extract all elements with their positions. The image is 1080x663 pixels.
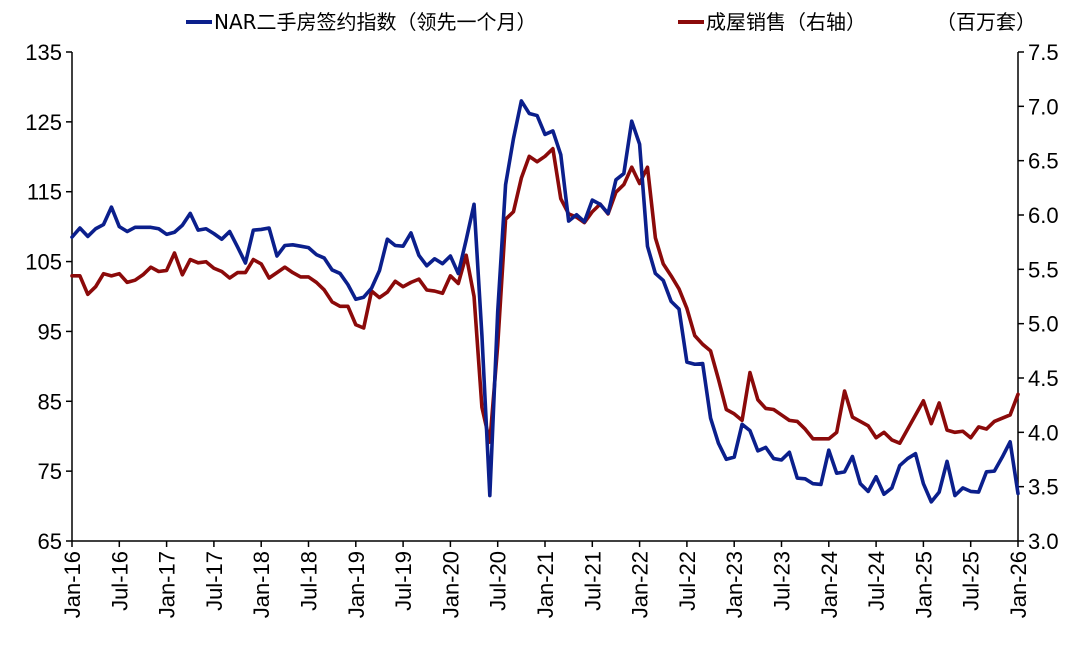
right-axis-tick-label: 7.0 <box>1028 94 1059 119</box>
axes: 65 75 85 95 105 115 125 135 3.0 3.5 4.0 4.5 5.0 5.5 6.… <box>25 40 1058 618</box>
series-line-existing-home-sales <box>70 146 1020 446</box>
right-axis-tick-label: 4.5 <box>1028 366 1059 391</box>
series-line-nar-index <box>70 99 1020 504</box>
right-axis-tick-label: 6.0 <box>1028 203 1059 228</box>
legend: NAR二手房签约指数（领先一个月） 成屋销售（右轴） （百万套） <box>186 10 1036 34</box>
left-axis-tick-label: 65 <box>38 529 62 554</box>
right-axis-tick-label: 5.0 <box>1028 312 1059 337</box>
right-axis-units-label: （百万套） <box>936 10 1036 34</box>
legend-label-nar-index: NAR二手房签约指数（领先一个月） <box>214 10 537 34</box>
x-axis-tick-label: Jan-23 <box>722 551 747 618</box>
x-axis-tick-label: Jan-18 <box>249 551 274 618</box>
x-axis-tick-label: Jan-26 <box>1006 551 1031 618</box>
x-axis-tick-label: Jul-24 <box>864 551 889 611</box>
right-axis-tick-label: 3.5 <box>1028 475 1059 500</box>
x-axis-tick-label: Jan-16 <box>60 551 85 618</box>
x-axis-tick-label: Jul-20 <box>486 551 511 611</box>
left-axis-tick-label: 75 <box>38 459 62 484</box>
x-axis-tick-label: Jan-21 <box>533 551 558 618</box>
x-axis-tick-label: Jul-23 <box>770 551 795 611</box>
x-axis-tick-label: Jan-25 <box>911 551 936 618</box>
x-axis-tick-label: Jul-18 <box>297 551 322 611</box>
left-axis-tick-label: 85 <box>38 389 62 414</box>
x-axis-tick-label: Jan-20 <box>438 551 463 618</box>
right-axis-tick-label: 7.5 <box>1028 40 1059 65</box>
legend-label-existing-home-sales: 成屋销售（右轴） <box>706 10 866 34</box>
left-axis-tick-label: 135 <box>25 40 62 65</box>
x-axis-tick-label: Jan-24 <box>817 551 842 618</box>
x-axis-tick-label: Jul-21 <box>580 551 605 611</box>
right-axis-tick-label: 3.0 <box>1028 529 1059 554</box>
left-axis-tick-label: 125 <box>25 110 62 135</box>
right-axis-tick-label: 4.0 <box>1028 420 1059 445</box>
x-axis-tick-label: Jan-17 <box>155 551 180 618</box>
x-axis-tick-label: Jul-22 <box>675 551 700 611</box>
left-axis-tick-label: 115 <box>27 180 62 205</box>
right-axis-tick-label: 6.5 <box>1028 149 1059 174</box>
right-axis-tick-label: 5.5 <box>1028 257 1059 282</box>
left-axis-tick-label: 105 <box>25 250 62 275</box>
x-axis-tick-label: Jul-25 <box>959 551 984 611</box>
x-axis-tick-label: Jul-17 <box>202 551 227 611</box>
x-axis-tick-label: Jan-19 <box>344 551 369 618</box>
series-layer <box>70 99 1020 504</box>
x-axis-tick-label: Jul-19 <box>391 551 416 611</box>
x-axis-tick-label: Jan-22 <box>628 551 653 618</box>
x-axis-tick-label: Jul-16 <box>107 551 132 611</box>
left-axis-tick-label: 95 <box>38 319 62 344</box>
